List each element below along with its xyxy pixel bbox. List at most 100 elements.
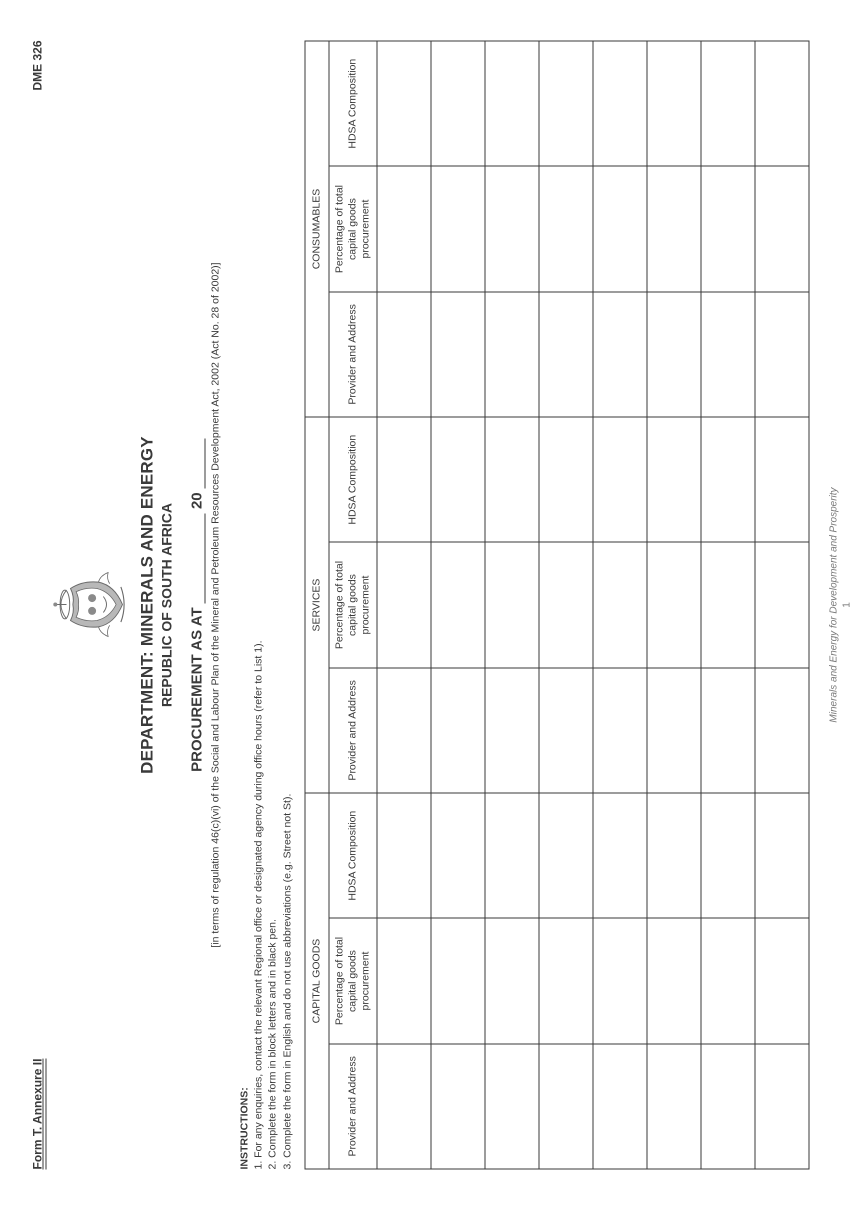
table-cell bbox=[593, 542, 647, 667]
table-cell bbox=[647, 417, 701, 542]
coat-of-arms-icon bbox=[50, 565, 130, 645]
table-row bbox=[485, 41, 539, 1169]
table-cell bbox=[647, 918, 701, 1043]
sub-header-provider: Provider and Address bbox=[328, 667, 376, 792]
table-cell bbox=[701, 542, 755, 667]
table-cell bbox=[593, 1043, 647, 1168]
table-cell bbox=[377, 1043, 431, 1168]
table-cell bbox=[431, 542, 485, 667]
proc-year-prefix: 20 bbox=[188, 492, 205, 509]
table-cell bbox=[431, 41, 485, 166]
blank-year bbox=[191, 438, 205, 488]
sub-header-hdsa: HDSA Composition bbox=[328, 417, 376, 542]
table-cell bbox=[485, 166, 539, 291]
procurement-table: CAPITAL GOODS SERVICES CONSUMABLES Provi… bbox=[304, 40, 809, 1169]
blank-day-month bbox=[191, 513, 205, 603]
republic-title: REPUBLIC OF SOUTH AFRICA bbox=[158, 40, 174, 1169]
table-cell bbox=[755, 793, 809, 918]
table-cell bbox=[431, 667, 485, 792]
table-cell bbox=[701, 417, 755, 542]
table-cell bbox=[701, 41, 755, 166]
group-header-services: SERVICES bbox=[304, 417, 328, 793]
form-title: Form T. Annexure II bbox=[30, 1058, 46, 1169]
table-cell bbox=[539, 1043, 593, 1168]
table-cell bbox=[755, 667, 809, 792]
sub-header-hdsa: HDSA Composition bbox=[328, 41, 376, 166]
table-cell bbox=[647, 793, 701, 918]
table-cell bbox=[647, 1043, 701, 1168]
table-cell bbox=[377, 41, 431, 166]
table-cell bbox=[647, 291, 701, 416]
table-cell bbox=[485, 417, 539, 542]
table-cell bbox=[593, 291, 647, 416]
group-header-capital-goods: CAPITAL GOODS bbox=[304, 793, 328, 1169]
table-cell bbox=[431, 918, 485, 1043]
table-cell bbox=[431, 291, 485, 416]
table-cell bbox=[755, 291, 809, 416]
table-cell bbox=[539, 667, 593, 792]
table-cell bbox=[539, 166, 593, 291]
table-cell bbox=[755, 166, 809, 291]
table-cell bbox=[377, 793, 431, 918]
table-cell bbox=[539, 417, 593, 542]
table-cell bbox=[539, 41, 593, 166]
table-cell bbox=[431, 1043, 485, 1168]
sub-header-hdsa: HDSA Composition bbox=[328, 793, 376, 918]
table-cell bbox=[593, 918, 647, 1043]
table-cell bbox=[377, 667, 431, 792]
table-cell bbox=[539, 918, 593, 1043]
table-cell bbox=[485, 667, 539, 792]
table-cell bbox=[485, 1043, 539, 1168]
table-cell bbox=[377, 291, 431, 416]
table-cell bbox=[755, 918, 809, 1043]
table-cell bbox=[701, 918, 755, 1043]
footer-tagline: Minerals and Energy for Development and … bbox=[827, 40, 840, 1169]
table-cell bbox=[593, 166, 647, 291]
table-row bbox=[377, 41, 431, 1169]
table-cell bbox=[539, 793, 593, 918]
instructions-block: INSTRUCTIONS: 1. For any enquiries, cont… bbox=[237, 40, 294, 1169]
table-cell bbox=[431, 417, 485, 542]
table-cell bbox=[431, 793, 485, 918]
department-title: DEPARTMENT: MINERALS AND ENERGY bbox=[137, 40, 157, 1169]
sub-header-percentage: Percentage of total capital goods procur… bbox=[328, 542, 376, 667]
table-row bbox=[539, 41, 593, 1169]
sub-header-percentage: Percentage of total capital goods procur… bbox=[328, 166, 376, 291]
table-row bbox=[431, 41, 485, 1169]
table-row bbox=[701, 41, 755, 1169]
table-row bbox=[755, 41, 809, 1169]
group-header-consumables: CONSUMABLES bbox=[304, 41, 328, 417]
table-cell bbox=[701, 667, 755, 792]
table-cell bbox=[485, 542, 539, 667]
sub-header-provider: Provider and Address bbox=[328, 1043, 376, 1168]
table-cell bbox=[701, 1043, 755, 1168]
instruction-item: 2. Complete the form in block letters an… bbox=[265, 40, 279, 1169]
instruction-item: 1. For any enquiries, contact the releva… bbox=[251, 40, 265, 1169]
table-cell bbox=[647, 542, 701, 667]
table-cell bbox=[485, 793, 539, 918]
table-cell bbox=[647, 166, 701, 291]
table-cell bbox=[755, 41, 809, 166]
table-cell bbox=[485, 918, 539, 1043]
table-cell bbox=[647, 41, 701, 166]
procurement-line: PROCUREMENT AS AT 20 bbox=[188, 40, 205, 1169]
table-cell bbox=[431, 166, 485, 291]
table-cell bbox=[593, 417, 647, 542]
table-cell bbox=[539, 542, 593, 667]
table-cell bbox=[701, 793, 755, 918]
table-cell bbox=[377, 918, 431, 1043]
footer-page-number: 1 bbox=[840, 40, 853, 1169]
table-cell bbox=[377, 166, 431, 291]
instructions-heading: INSTRUCTIONS: bbox=[237, 40, 251, 1169]
table-cell bbox=[377, 542, 431, 667]
top-row: Form T. Annexure II DME 326 bbox=[30, 40, 46, 1169]
table-cell bbox=[539, 291, 593, 416]
sub-header-percentage: Percentage of total capital goods procur… bbox=[328, 918, 376, 1043]
table-row bbox=[593, 41, 647, 1169]
regulation-text: [in terms of regulation 46(c)(vi) of the… bbox=[209, 40, 221, 1169]
page-footer: Minerals and Energy for Development and … bbox=[827, 40, 853, 1169]
table-cell bbox=[755, 542, 809, 667]
table-cell bbox=[485, 41, 539, 166]
table-cell bbox=[701, 291, 755, 416]
table-cell bbox=[701, 166, 755, 291]
